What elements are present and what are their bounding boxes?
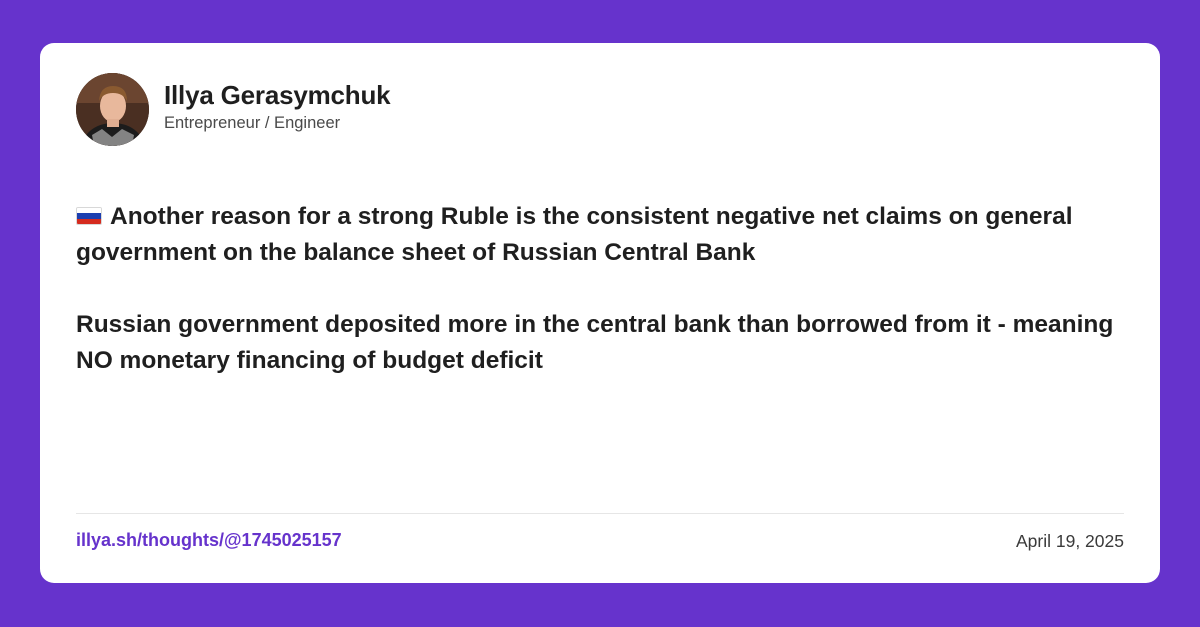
russia-flag-icon [76, 207, 102, 225]
post-body: Another reason for a strong Ruble is the… [76, 199, 1126, 379]
post-date: April 19, 2025 [1016, 531, 1124, 551]
author-name[interactable]: Illya Gerasymchuk [164, 80, 391, 110]
post-paragraph-1-text: Another reason for a strong Ruble is the… [76, 203, 1073, 266]
author-avatar [76, 73, 149, 146]
author-role: Entrepreneur / Engineer [164, 114, 341, 132]
footer-divider [76, 513, 1124, 514]
author-header: Illya Gerasymchuk Entrepreneur / Enginee… [76, 73, 391, 146]
post-paragraph-1: Another reason for a strong Ruble is the… [76, 199, 1126, 271]
post-card: Illya Gerasymchuk Entrepreneur / Enginee… [40, 43, 1160, 583]
author-identity: Illya Gerasymchuk Entrepreneur / Enginee… [164, 80, 391, 133]
post-paragraph-2: Russian government deposited more in the… [76, 311, 1114, 374]
post-permalink[interactable]: illya.sh/thoughts/@1745025157 [76, 530, 342, 550]
